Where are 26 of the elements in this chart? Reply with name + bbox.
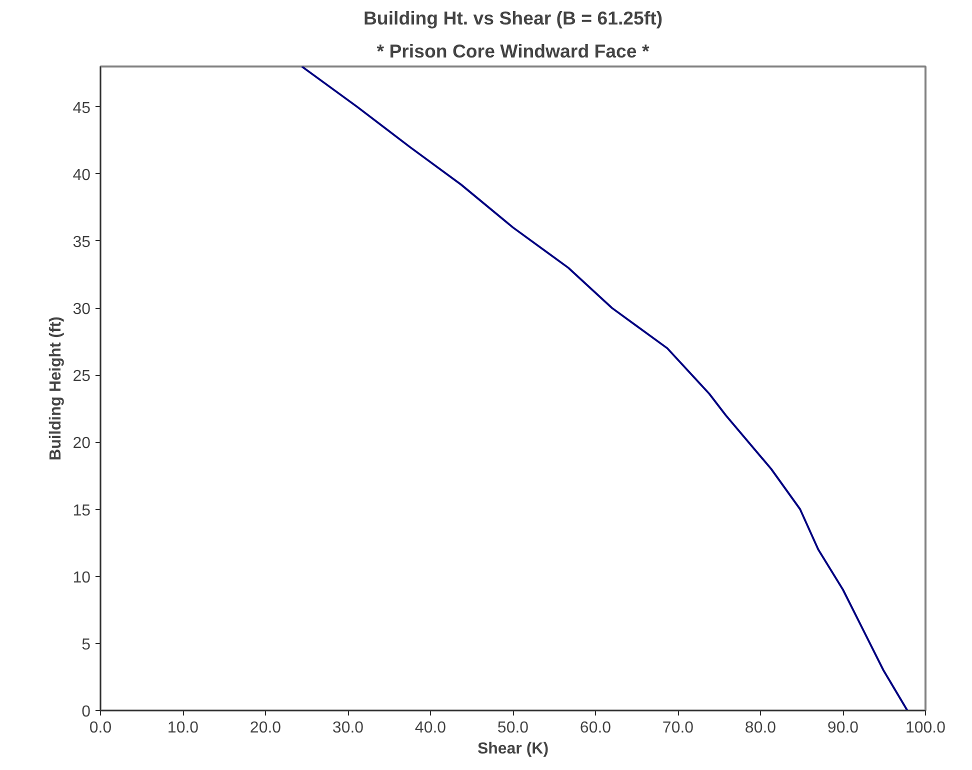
chart-subtitle: * Prison Core Windward Face * [376, 40, 650, 62]
y-tick-label: 15 [72, 502, 91, 520]
chart-title: Building Ht. vs Shear (B = 61.25ft) [363, 8, 663, 28]
line-series [300, 66, 908, 710]
y-tick-label: 45 [72, 100, 91, 117]
y-tick-label: 40 [72, 166, 91, 184]
y-tick-label: 10 [72, 569, 91, 586]
y-tick-label: 25 [72, 368, 91, 386]
y-axis-title: Building Height (ft) [48, 316, 65, 460]
x-tick-label: 100.0 [905, 720, 946, 736]
y-tick-label: 5 [82, 636, 91, 654]
x-tick-label: 20.0 [250, 720, 282, 736]
y-tick-label: 35 [72, 234, 91, 251]
x-tick-label: 30.0 [332, 720, 364, 736]
x-tick-label: 80.0 [744, 720, 776, 736]
y-tick-label: 20 [72, 435, 91, 452]
x-axis-title: Shear (K) [477, 740, 549, 758]
x-tick-label: 70.0 [662, 720, 694, 736]
x-tick-label: 0.0 [89, 720, 112, 736]
y-tick-label: 0 [82, 704, 91, 720]
x-tick-label: 60.0 [580, 720, 612, 736]
x-tick-label: 50.0 [497, 720, 529, 736]
x-tick-label: 10.0 [167, 720, 199, 736]
y-tick-label: 30 [72, 301, 91, 318]
x-tick-label: 90.0 [827, 720, 859, 736]
x-tick-label: 40.0 [414, 720, 446, 736]
